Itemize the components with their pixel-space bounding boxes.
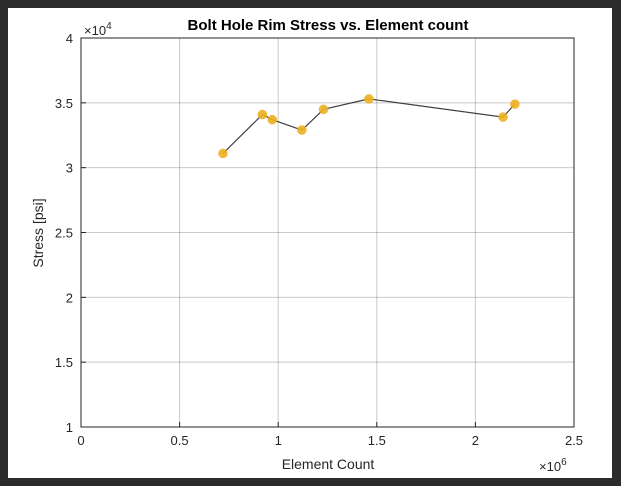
x-tick-label: 0 (77, 433, 84, 448)
y-tick-label: 3 (66, 161, 73, 176)
series (218, 94, 520, 159)
x-tick-label: 0.5 (171, 433, 189, 448)
data-point (218, 148, 228, 159)
x-axis-multiplier-exponent: 6 (561, 457, 567, 468)
data-point (318, 104, 329, 115)
x-tick-label: 2 (472, 433, 479, 448)
y-tick-label: 1 (66, 420, 73, 435)
y-tick-label: 4 (66, 31, 73, 46)
figure: Bolt Hole Rim Stress vs. Element count 0… (8, 8, 612, 478)
x-axis-multiplier: ×106 (539, 457, 567, 474)
grid (80, 37, 575, 428)
axes-background (81, 38, 574, 427)
x-tick-label: 1.5 (368, 433, 386, 448)
data-point (257, 109, 268, 120)
y-tick-label: 2 (66, 290, 73, 305)
plot-area: 0 0.5 1 1.5 2 2.5 1 1.5 2 2.5 3 3.5 4 (55, 31, 583, 448)
data-point (498, 112, 508, 122)
y-axis-multiplier: ×104 (84, 21, 112, 38)
y-ticks: 1 1.5 2 2.5 3 3.5 4 (55, 31, 86, 435)
x-tick-label: 2.5 (565, 433, 583, 448)
y-tick-label: 3.5 (55, 96, 73, 111)
y-tick-label: 2.5 (55, 226, 73, 241)
data-point (510, 99, 520, 109)
y-tick-label: 1.5 (55, 355, 73, 370)
x-axis-label: Element Count (282, 456, 375, 472)
data-point (267, 114, 278, 125)
x-tick-label: 1 (275, 433, 282, 448)
y-axis-label: Stress [psi] (30, 198, 46, 267)
data-point (297, 125, 307, 135)
data-point (364, 94, 374, 104)
x-ticks: 0 0.5 1 1.5 2 2.5 (77, 422, 583, 448)
y-axis-multiplier-exponent: 4 (106, 21, 112, 32)
chart: Bolt Hole Rim Stress vs. Element count 0… (30, 17, 583, 474)
chart-title: Bolt Hole Rim Stress vs. Element count (188, 17, 469, 34)
